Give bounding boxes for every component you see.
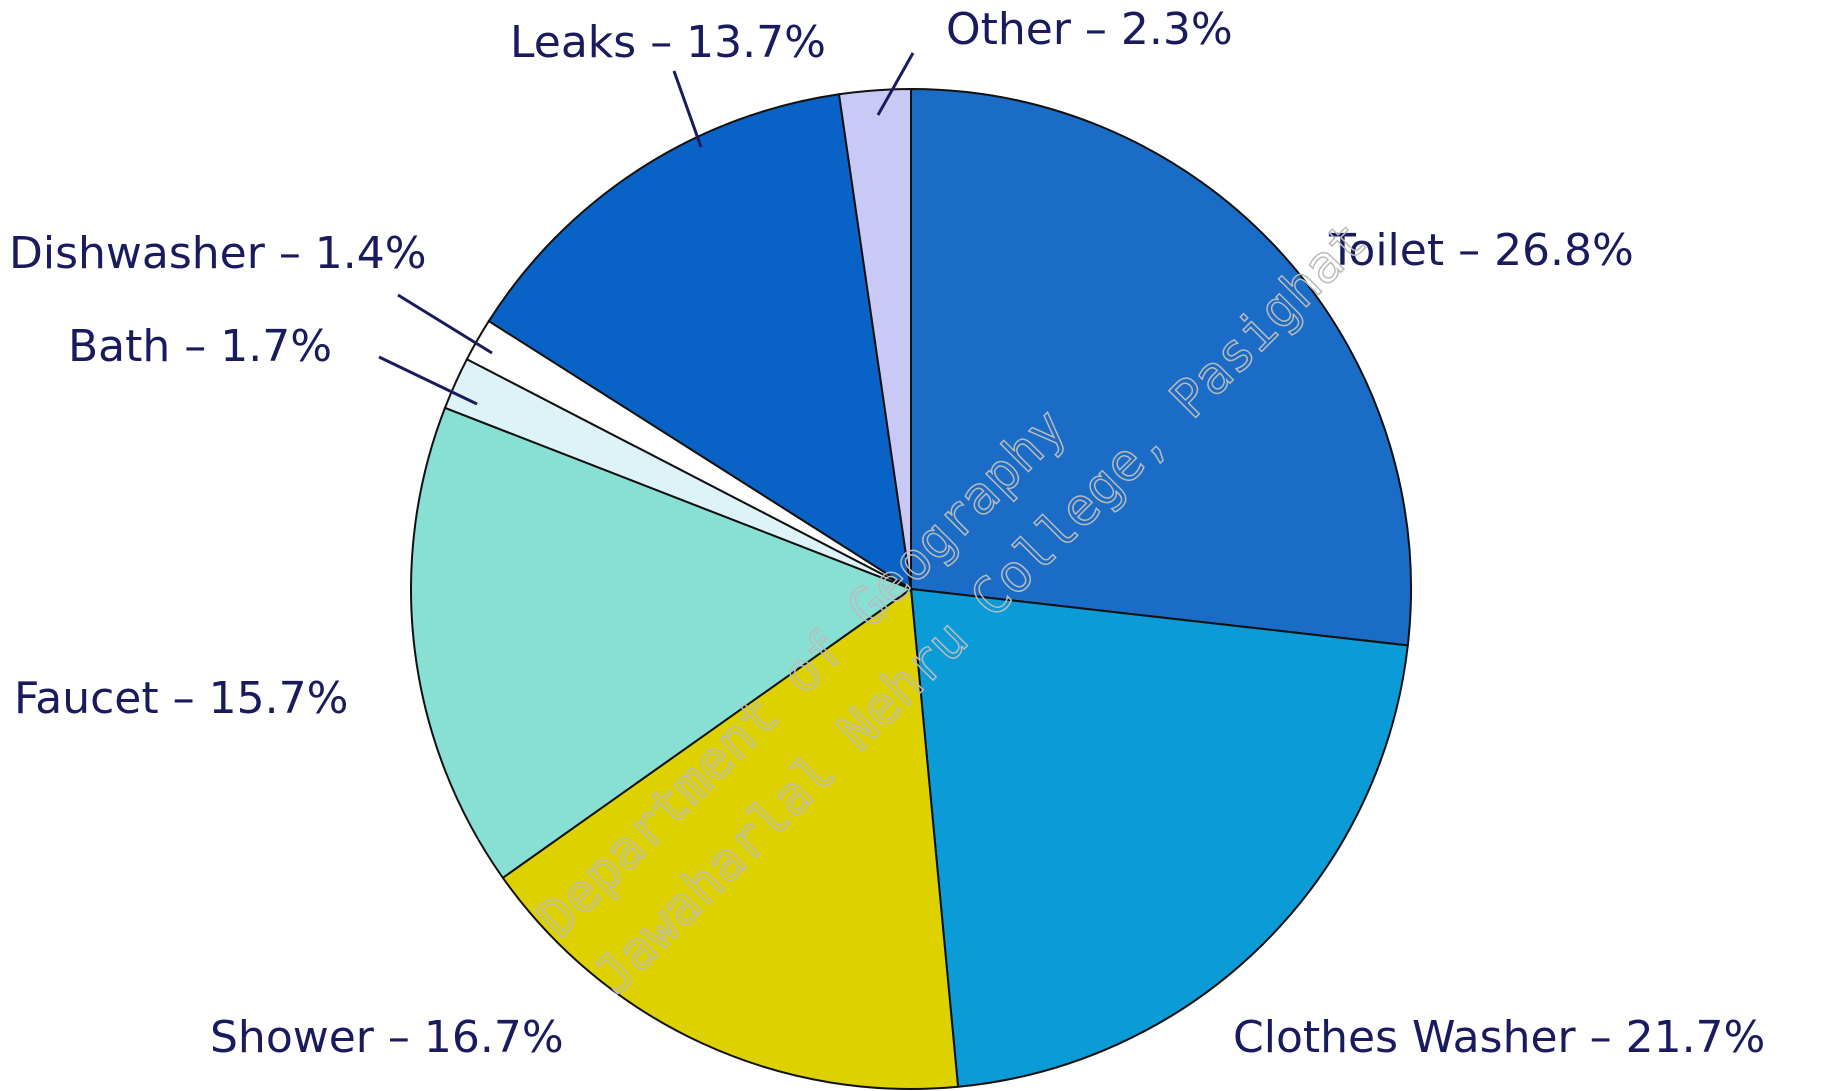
chart: Toilet – 26.8%Clothes Washer – 21.7%Show… xyxy=(0,0,1847,1091)
slice-label: Shower – 16.7% xyxy=(210,1012,564,1063)
leader-line xyxy=(398,295,492,353)
slice-label: Clothes Washer – 21.7% xyxy=(1233,1012,1765,1063)
slice-label: Other – 2.3% xyxy=(946,4,1233,55)
slice-label: Faucet – 15.7% xyxy=(14,673,348,724)
leader-line xyxy=(674,71,701,147)
slice-label: Leaks – 13.7% xyxy=(510,17,826,68)
slice-label: Dishwasher – 1.4% xyxy=(9,228,427,279)
slice-label: Bath – 1.7% xyxy=(68,321,332,372)
